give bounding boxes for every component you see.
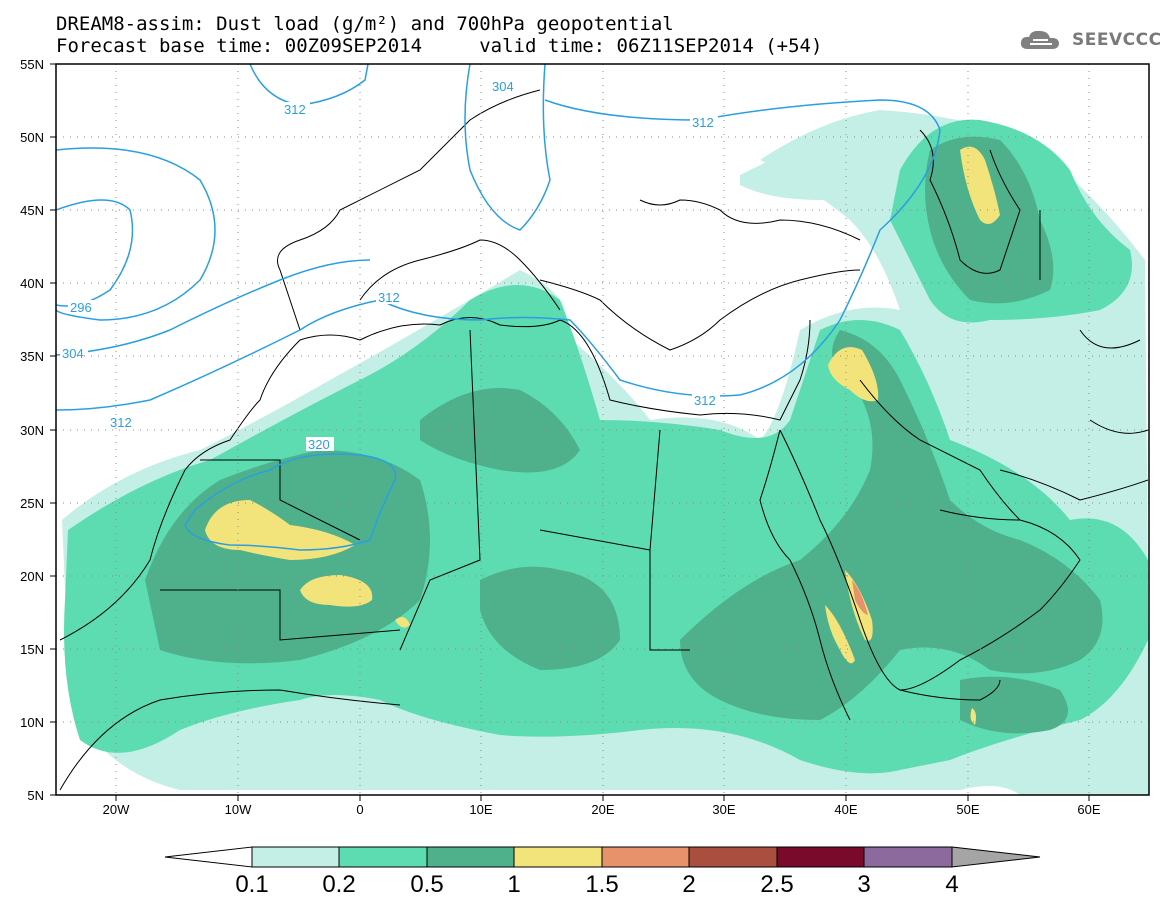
lat-label: 30N [20,423,44,438]
lon-label: 60E [1077,802,1100,817]
lat-label: 5N [27,788,44,803]
lat-label: 45N [20,203,44,218]
colorbar-tick-label: 0.2 [322,871,355,898]
dust-region-yellow [960,146,1000,224]
contour-label-320: 320 [308,437,330,452]
colorbar-swatch [251,846,340,868]
colorbar-swatch [513,846,603,868]
colorbar-swatch [601,846,690,868]
colorbar-swatch [426,846,515,868]
lat-label: 25N [20,496,44,511]
graticule [56,64,1149,795]
contour-label-312b: 312 [692,115,714,130]
lat-label: 55N [20,57,44,72]
longitude-labels: 20W 10W 0 10E 20E 30E 40E 50E 60E [103,802,1101,817]
dust-region-yellow [300,575,373,607]
lat-label: 40N [20,276,44,291]
lat-label: 35N [20,349,44,364]
contour-label-312c: 312 [378,290,400,305]
contour-label-304b: 304 [62,346,84,361]
dust-region-medium-ne [740,128,900,200]
colorbar-tick-label: 2.5 [760,871,793,898]
lat-ticks [50,63,56,796]
colorbar-tick-label: 0.1 [235,871,268,898]
colorbar-under-arrow [164,846,253,868]
lon-label: 20W [103,802,130,817]
dust-region-dark [420,388,580,473]
contour-label-312e: 312 [110,415,132,430]
dust-region-yellow [395,616,410,628]
lon-label: 40E [834,802,857,817]
lat-label: 15N [20,642,44,657]
lat-label: 20N [20,569,44,584]
lon-ticks [115,795,1090,801]
seevccc-logo: SEEVCCC [1018,27,1162,53]
map-subtitle: Forecast base time: 00Z09SEP2014 valid t… [56,35,823,57]
map-title: DREAM8-assim: Dust load (g/m²) and 700hP… [56,13,674,35]
dust-field [62,110,1149,795]
cloud-icon [1020,30,1059,49]
dust-region-orange [852,580,868,615]
logo-text: SEEVCCC [1072,30,1162,50]
contour-label-296: 296 [70,300,92,315]
colorbar-swatch [863,846,953,868]
colorbar-tick-label: 2 [682,871,695,898]
lat-label: 10N [20,715,44,730]
lat-label: 50N [20,130,44,145]
lon-label: 10W [225,802,252,817]
colorbar-over-arrow [951,846,1041,868]
colorbar-tick-label: 1 [507,871,520,898]
dust-region-dark [480,566,620,670]
colorbar-tick-label: 1.5 [585,871,618,898]
colorbar-tick-label: 3 [857,871,870,898]
colorbar-tick-label: 0.5 [410,871,443,898]
lon-label: 0 [356,802,363,817]
lon-label: 50E [956,802,979,817]
contour-labels: 312 304 312 296 304 312 312 312 320 [60,79,720,452]
coastlines [59,89,1149,791]
lon-label: 10E [469,802,492,817]
colorbar-tick-label: 4 [945,871,958,898]
colorbar-swatch [776,846,865,868]
contour-label-312a: 312 [284,102,306,117]
colorbar-swatch [338,846,428,868]
contour-label-304a: 304 [492,79,514,94]
lon-label: 20E [591,802,614,817]
dust-region-yellow [970,708,976,725]
colorbar-swatch [688,846,778,868]
latitude-labels: 55N 50N 45N 40N 35N 30N 25N 20N 15N 10N … [20,57,44,803]
dust-region-dark [680,330,1103,720]
colorbar-labels: 0.1 0.2 0.5 1 1.5 2 2.5 3 4 [235,871,958,898]
lon-label: 30E [712,802,735,817]
contour-label-312d: 312 [694,393,716,408]
colorbar [164,846,1041,868]
dust-region-dark [960,676,1068,734]
